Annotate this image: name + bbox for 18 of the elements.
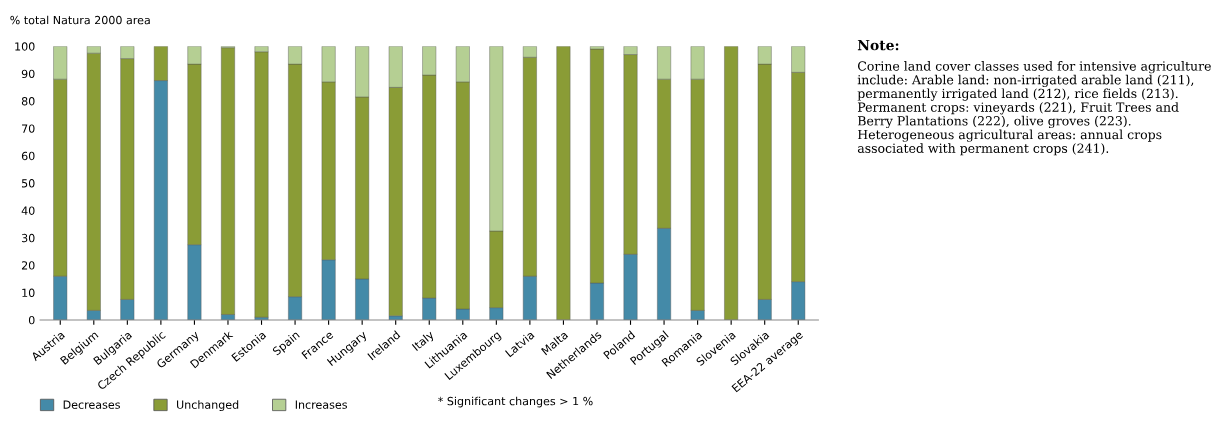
y-tick-label: 0 xyxy=(28,315,35,325)
y-tick-label: 100 xyxy=(15,42,35,51)
text: Corine land cover classes used for intensive agriculture include: Arable land: non-irrigated arable land (211), permanently irrigated land (212), rice fields (213). Permanent crops: vineyards (221), Fruit Trees and Berry Plantations (222), olive groves (223). Heterogeneous agricultural areas: annual crops associated with permanent crops (241). xyxy=(857,61,1211,156)
y-tick-label: 80 xyxy=(21,97,35,106)
legend-label: Unchanged xyxy=(177,400,239,411)
y-tick-label: 30 xyxy=(21,233,35,243)
y-tick-label: 60 xyxy=(21,151,35,161)
y-tick-label: 10 xyxy=(22,288,35,297)
y-tick-label: 70 xyxy=(22,124,35,133)
y-tick-label: 20 xyxy=(21,261,35,270)
legend-label: Increases xyxy=(295,400,347,409)
text: Note: xyxy=(857,40,899,51)
y-tick-label: 90 xyxy=(21,69,35,79)
text: * Significant changes > 1 % xyxy=(438,396,593,408)
y-tick-label: 50 xyxy=(21,179,35,188)
y-tick-label: 40 xyxy=(21,206,35,215)
legend-label: Decreases xyxy=(63,400,120,409)
y-axis-title: % total Natura 2000 area xyxy=(10,15,150,25)
